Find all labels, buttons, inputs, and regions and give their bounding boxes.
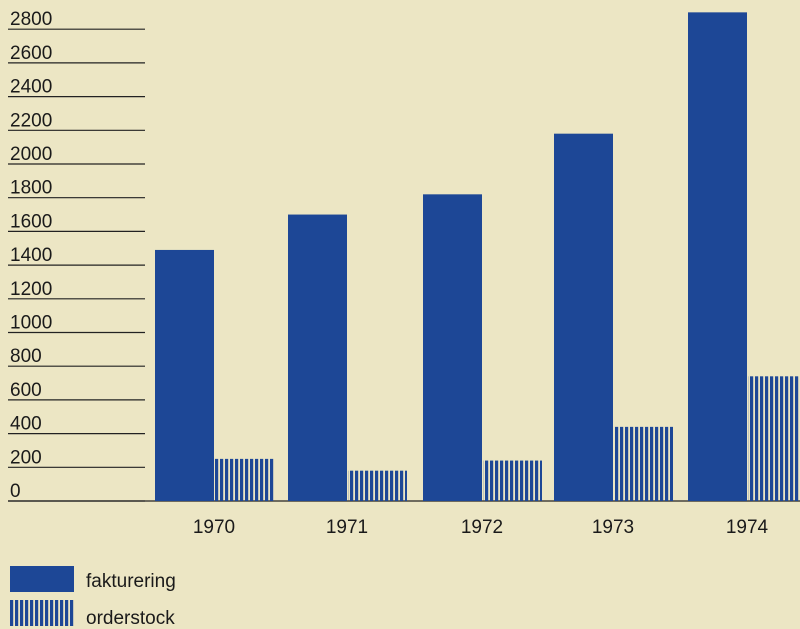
y-tick-label: 200 bbox=[10, 447, 42, 468]
x-tick-label: 1974 bbox=[726, 517, 769, 538]
y-tick-label: 0 bbox=[10, 481, 21, 502]
y-tick-label: 2400 bbox=[10, 77, 52, 98]
bar-orderstock-1973 bbox=[614, 426, 673, 501]
bars bbox=[155, 12, 800, 502]
y-tick-label: 400 bbox=[10, 414, 42, 435]
bar-orderstock-1970 bbox=[215, 458, 274, 501]
y-tick-label: 1600 bbox=[10, 211, 52, 232]
bar-fakturering-1972 bbox=[423, 194, 482, 501]
x-axis: 1970 1971 1972 1973 1974 bbox=[193, 517, 769, 538]
y-tick-label: 2000 bbox=[10, 144, 52, 165]
bar-orderstock-1971 bbox=[348, 470, 407, 501]
x-tick-label: 1973 bbox=[592, 517, 634, 538]
legend: fakturering orderstock bbox=[10, 566, 176, 629]
bar-fakturering-1970 bbox=[155, 249, 214, 501]
x-tick-label: 1970 bbox=[193, 517, 235, 538]
y-axis: 0 200 400 600 800 1000 1200 1400 1600 1800 2000 220… bbox=[8, 9, 800, 502]
legend-swatch-fakturering bbox=[10, 566, 74, 592]
bar-orderstock-1972 bbox=[483, 460, 542, 501]
x-tick-label: 1972 bbox=[461, 517, 503, 538]
y-tick-label: 1800 bbox=[10, 178, 52, 199]
y-tick-label: 2600 bbox=[10, 43, 52, 64]
y-tick-label: 600 bbox=[10, 380, 42, 401]
bar-fakturering-1973 bbox=[554, 133, 613, 502]
y-tick-label: 1400 bbox=[10, 245, 52, 266]
legend-label-orderstock: orderstock bbox=[86, 608, 175, 629]
bar-fakturering-1974 bbox=[688, 12, 747, 501]
bar-orderstock-1974 bbox=[748, 376, 800, 501]
y-tick-label: 2800 bbox=[10, 9, 52, 30]
legend-label-fakturering: fakturering bbox=[86, 571, 176, 592]
y-tick-label: 1000 bbox=[10, 313, 52, 334]
bar-fakturering-1971 bbox=[288, 214, 347, 502]
legend-swatch-orderstock bbox=[10, 600, 74, 626]
y-tick-label: 2200 bbox=[10, 110, 52, 131]
x-tick-label: 1971 bbox=[326, 517, 368, 538]
y-tick-label: 800 bbox=[10, 346, 42, 367]
y-tick-label: 1200 bbox=[10, 279, 52, 300]
